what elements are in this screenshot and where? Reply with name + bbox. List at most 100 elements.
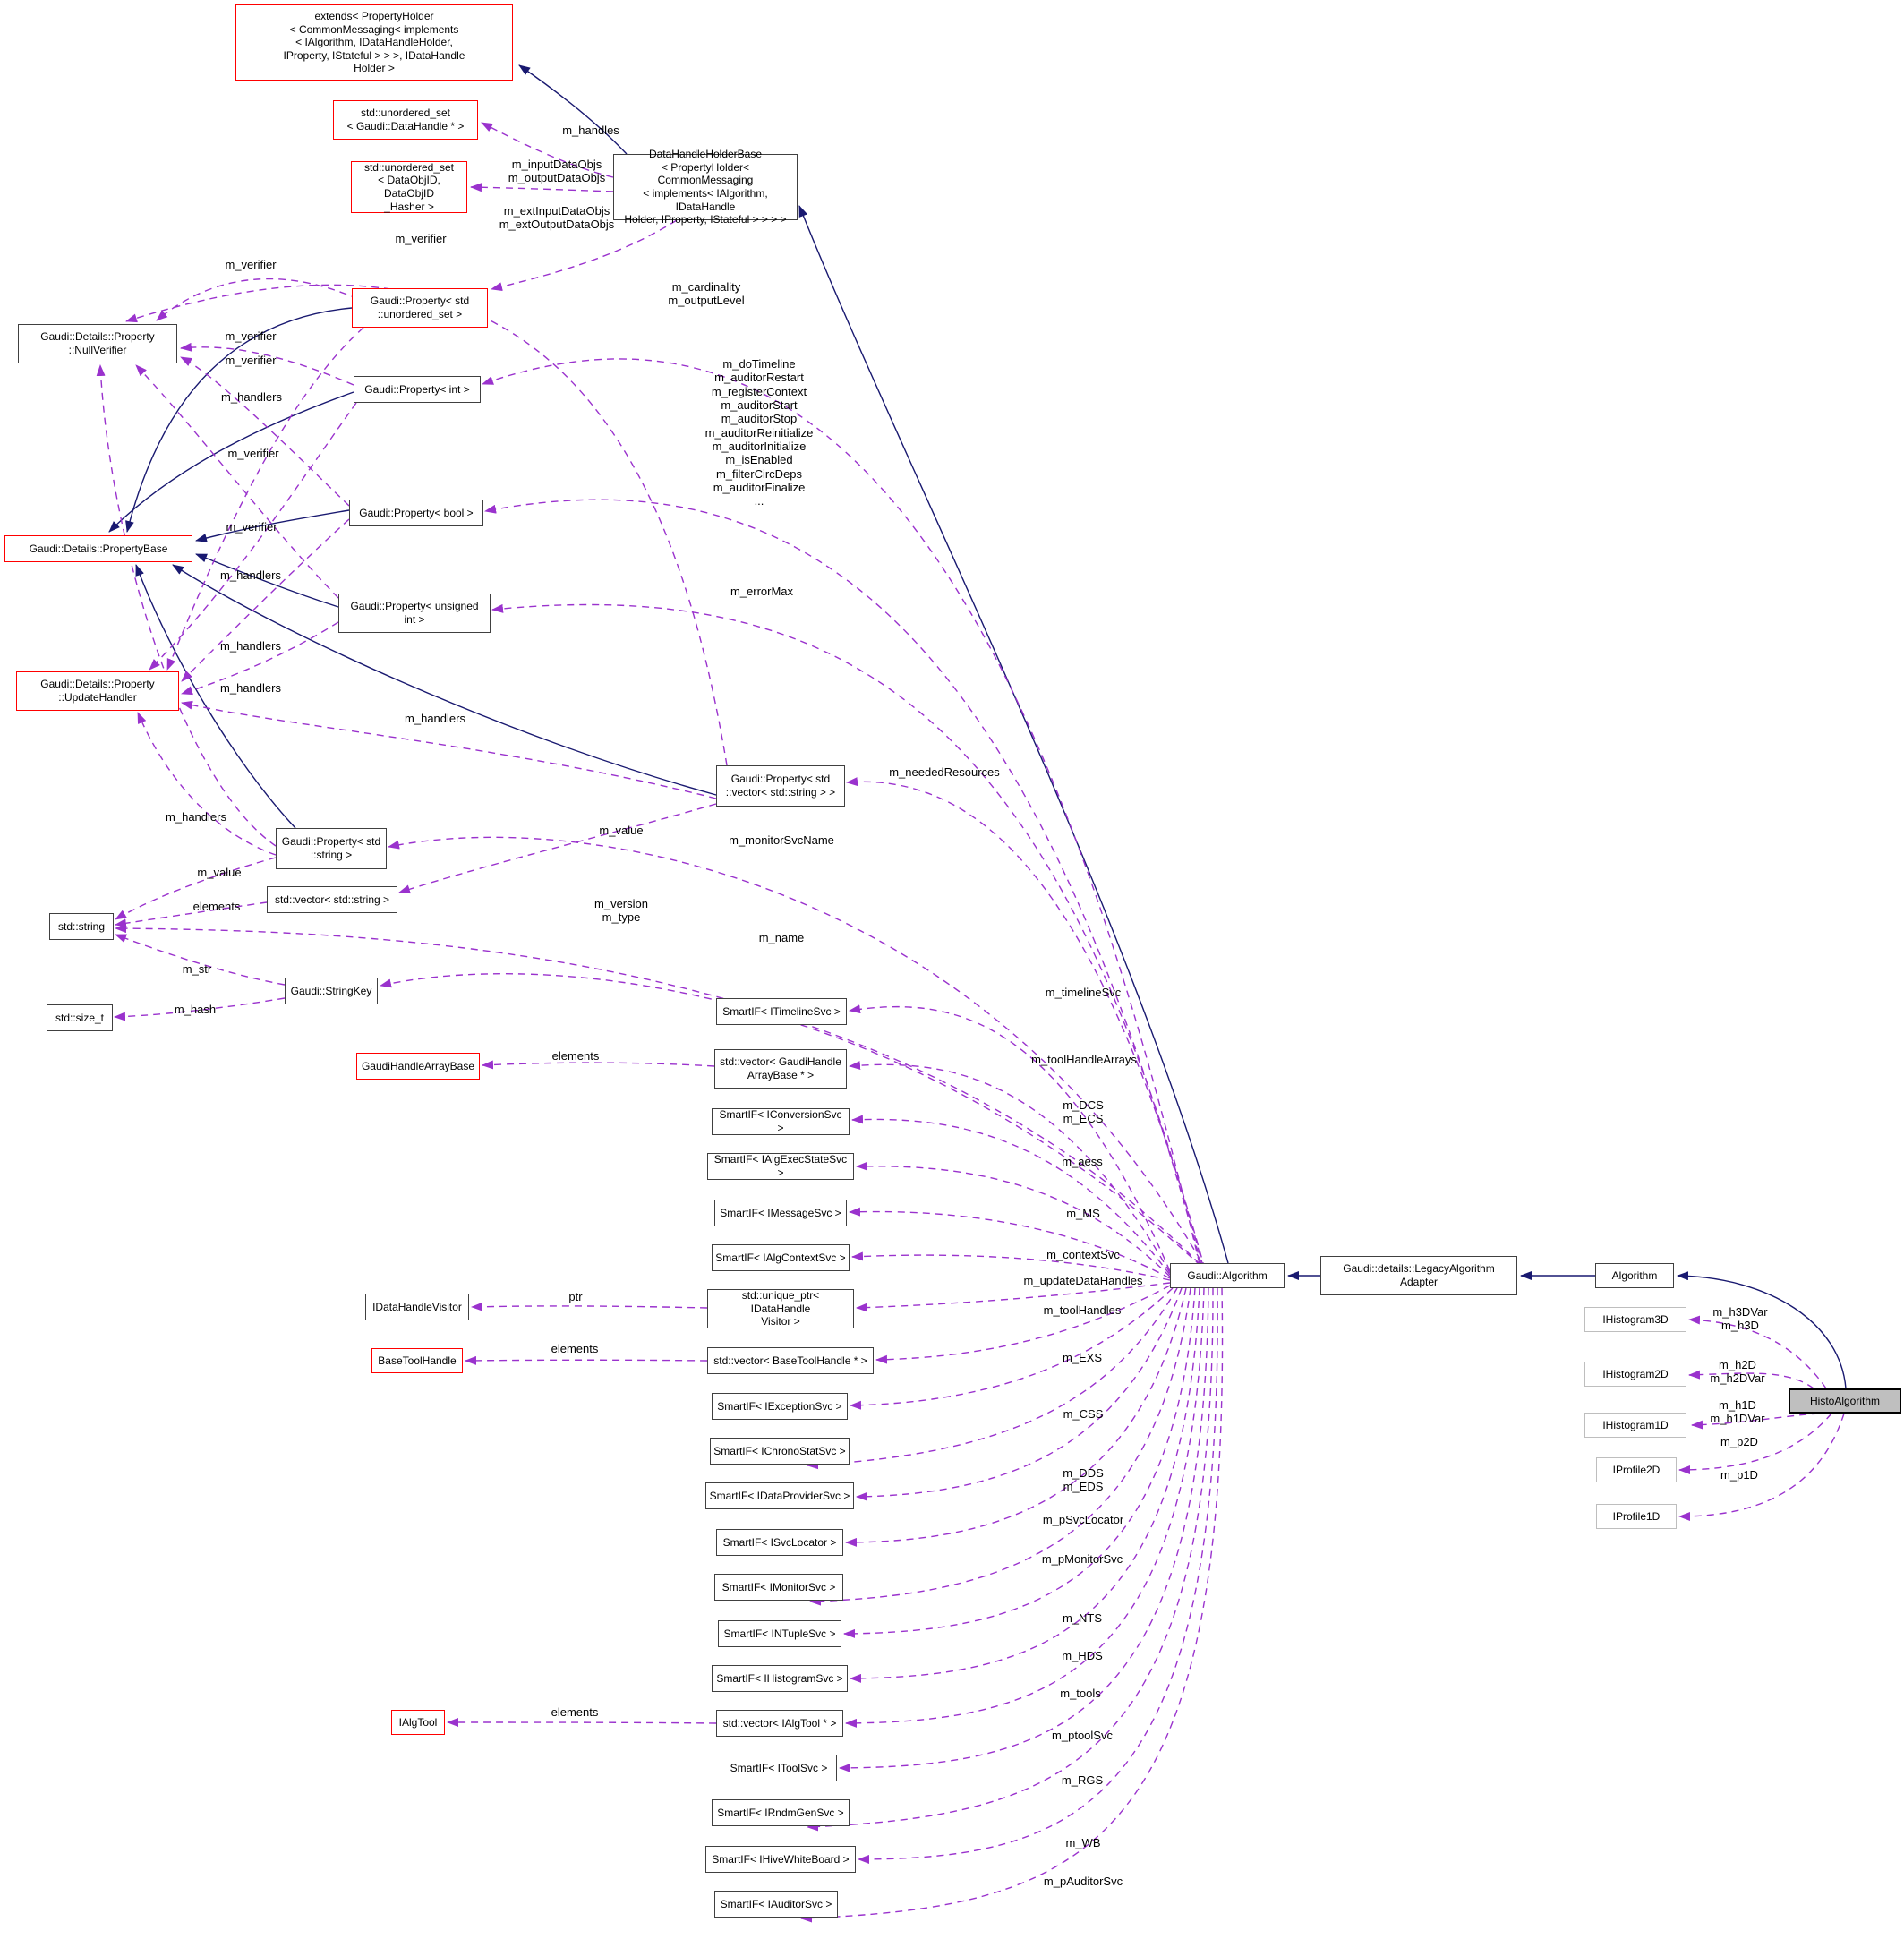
node-smartif-imessagesvc[interactable]: SmartIF< IMessageSvc > [714, 1200, 847, 1226]
node-algorithm[interactable]: Algorithm [1595, 1263, 1674, 1288]
edge-ptr [471, 1302, 708, 1311]
edge-m_handlers-int [149, 402, 357, 671]
edge-m_EXS [850, 1287, 1174, 1410]
node-smartif-iconversionsvc[interactable]: SmartIF< IConversionSvc > [712, 1108, 850, 1135]
node-datahandleholderbase[interactable]: DataHandleHolderBase < PropertyHolder< C… [613, 148, 798, 226]
edge-property-vecstr-inherits-propertybase [172, 564, 717, 796]
edge-m_pMonitorSvc [809, 1287, 1191, 1606]
node-smartif-ihistogramsvc[interactable]: SmartIF< IHistogramSvc > [712, 1665, 848, 1692]
node-ihistogram3d[interactable]: IHistogram3D [1584, 1307, 1686, 1332]
edge-m_verifier-str [96, 364, 277, 847]
node-property-bool[interactable]: Gaudi::Property< bool > [349, 500, 483, 526]
node-smartif-iauditorsvc[interactable]: SmartIF< IAuditorSvc > [714, 1891, 838, 1918]
node-ialgtool[interactable]: IAlgTool [391, 1710, 445, 1735]
edge-m_MS [849, 1207, 1171, 1279]
edge-m_RGS [807, 1287, 1214, 1832]
node-property-unordered-set[interactable]: Gaudi::Property< std ::unordered_set > [352, 288, 488, 328]
edge-dhhb-inherits-extends [518, 64, 628, 155]
edge-m_value-vecstr [398, 803, 717, 894]
edge-m_str [115, 934, 286, 986]
edge-property-uint-inherits-propertybase [195, 553, 339, 608]
node-unordered-set-datahandle[interactable]: std::unordered_set < Gaudi::DataHandle *… [333, 100, 478, 140]
edge-elements-ialgtool [447, 1718, 717, 1728]
node-smartif-intuplesvc[interactable]: SmartIF< INTupleSvc > [718, 1620, 841, 1647]
edge-property-uset-inherits-propertybase [125, 307, 353, 533]
edge-m_doTimeline [484, 499, 1202, 1266]
node-smartif-ihivewhiteboard[interactable]: SmartIF< IHiveWhiteBoard > [705, 1846, 856, 1873]
edge-m_errorMax [491, 603, 1204, 1268]
node-legacyalgorithmadapter[interactable]: Gaudi::details::LegacyAlgorithm Adapter [1320, 1256, 1517, 1295]
edge-m_HDS [850, 1287, 1200, 1683]
edge-m_inputDataObjs [470, 183, 614, 192]
node-stringkey[interactable]: Gaudi::StringKey [285, 978, 378, 1004]
edge-m_hash [114, 997, 286, 1021]
edge-m_DCS-m_ECS [851, 1115, 1171, 1276]
node-property-vector-string[interactable]: Gaudi::Property< std ::vector< std::stri… [716, 765, 845, 807]
edge-m_ptoolSvc [839, 1287, 1209, 1772]
edge-m_tools [845, 1287, 1205, 1728]
edge-m_p2D [1678, 1413, 1832, 1474]
edge-m_contextSvc [851, 1251, 1171, 1281]
edge-m_handlers-bool [181, 518, 350, 682]
node-ihistogram2d[interactable]: IHistogram2D [1584, 1362, 1686, 1387]
node-vector-gaudihandlearraybase[interactable]: std::vector< GaudiHandle ArrayBase * > [714, 1049, 847, 1089]
edge-m_name [380, 973, 1211, 1276]
edge-m_verifier-uint [135, 364, 339, 599]
node-unordered-set-dataobjid[interactable]: std::unordered_set < DataObjID, DataObjI… [351, 161, 467, 213]
node-extends-propertyholder[interactable]: extends< PropertyHolder < CommonMessagin… [235, 4, 513, 81]
node-ihistogram1d[interactable]: IHistogram1D [1584, 1413, 1686, 1438]
node-smartif-ialgexecstatesvc[interactable]: SmartIF< IAlgExecStateSvc > [707, 1153, 854, 1180]
node-smartif-ialgcontextsvc[interactable]: SmartIF< IAlgContextSvc > [712, 1244, 850, 1271]
node-gaudihandlearraybase[interactable]: GaudiHandleArrayBase [356, 1053, 480, 1080]
node-nullverifier[interactable]: Gaudi::Details::Property ::NullVerifier [18, 324, 177, 363]
node-updatehandler[interactable]: Gaudi::Details::Property ::UpdateHandler [16, 671, 179, 711]
node-smartif-itoolsvc[interactable]: SmartIF< IToolSvc > [721, 1755, 837, 1781]
node-iprofile1d[interactable]: IProfile1D [1596, 1504, 1677, 1529]
node-iprofile2d[interactable]: IProfile2D [1596, 1457, 1677, 1482]
node-vector-ialgtool[interactable]: std::vector< IAlgTool * > [716, 1710, 843, 1737]
node-smartif-idataprovidersvc[interactable]: SmartIF< IDataProviderSvc > [705, 1482, 854, 1509]
node-property-unsigned-int[interactable]: Gaudi::Property< unsigned int > [338, 594, 491, 633]
node-idatahandlevisitor[interactable]: IDataHandleVisitor [365, 1294, 469, 1320]
node-histoalgorithm[interactable]: HistoAlgorithm [1789, 1388, 1901, 1414]
node-smartif-imonitorsvc[interactable]: SmartIF< IMonitorSvc > [714, 1574, 843, 1601]
edge-m_verifier-vecstr [125, 284, 728, 766]
edge-m_verifier-uset [156, 278, 359, 321]
node-basetoolhandle[interactable]: BaseToolHandle [371, 1348, 463, 1373]
edge-property-int-inherits-propertybase [108, 391, 354, 533]
node-std-string[interactable]: std::string [49, 913, 114, 940]
node-smartif-ichronostatsvc[interactable]: SmartIF< IChronoStatSvc > [710, 1438, 850, 1465]
node-property-int[interactable]: Gaudi::Property< int > [354, 376, 481, 403]
edge-histoalgorithm-inherits-algorithm [1677, 1271, 1847, 1389]
node-property-string[interactable]: Gaudi::Property< std ::string > [276, 828, 387, 869]
node-smartif-iexceptionsvc[interactable]: SmartIF< IExceptionSvc > [712, 1393, 848, 1420]
node-unique-ptr-idatahandlevisitor[interactable]: std::unique_ptr< IDataHandle Visitor > [707, 1289, 854, 1328]
edge-m_toolHandleArrays [849, 1061, 1171, 1274]
node-propertybase[interactable]: Gaudi::Details::PropertyBase [4, 535, 192, 562]
edge-m_DDS-m_EDS [856, 1287, 1183, 1501]
node-smartif-itimelinesvc[interactable]: SmartIF< ITimelineSvc > [716, 998, 847, 1025]
edge-m_version-m_type [115, 924, 1209, 1274]
edge-m_handlers-str [137, 712, 277, 856]
edge-m_handlers-vecstr [181, 700, 717, 799]
edge-m_updateDataHandles [856, 1282, 1171, 1312]
edge-m_monitorSvcName [388, 836, 1208, 1272]
node-gaudi-algorithm[interactable]: Gaudi::Algorithm [1170, 1263, 1285, 1288]
edge-elements-ghab [482, 1060, 715, 1070]
node-smartif-isvclocator[interactable]: SmartIF< ISvcLocator > [716, 1529, 843, 1556]
node-vector-basetoolhandle[interactable]: std::vector< BaseToolHandle * > [707, 1347, 874, 1374]
edge-m_h1D-m_h1DVar [1691, 1413, 1820, 1430]
node-std-size-t[interactable]: std::size_t [47, 1004, 113, 1031]
edge-m_toolHandles [875, 1285, 1171, 1364]
edge-m_neededResources [846, 777, 1206, 1270]
node-vector-string[interactable]: std::vector< std::string > [267, 886, 397, 913]
edge-m_value-str [115, 857, 277, 920]
edge-m_pAuditorSvc [800, 1287, 1224, 1923]
edge-m_handles [481, 122, 614, 178]
edge-gaudi-algorithm-inherits-dhhb [798, 205, 1229, 1264]
edge-m_extInputDataObjs [491, 219, 678, 292]
node-smartif-irndmgensvc[interactable]: SmartIF< IRndmGenSvc > [712, 1799, 850, 1826]
edge-property-str-inherits-propertybase [135, 564, 296, 829]
edge-m_h2D-m_h2DVar [1688, 1370, 1814, 1389]
